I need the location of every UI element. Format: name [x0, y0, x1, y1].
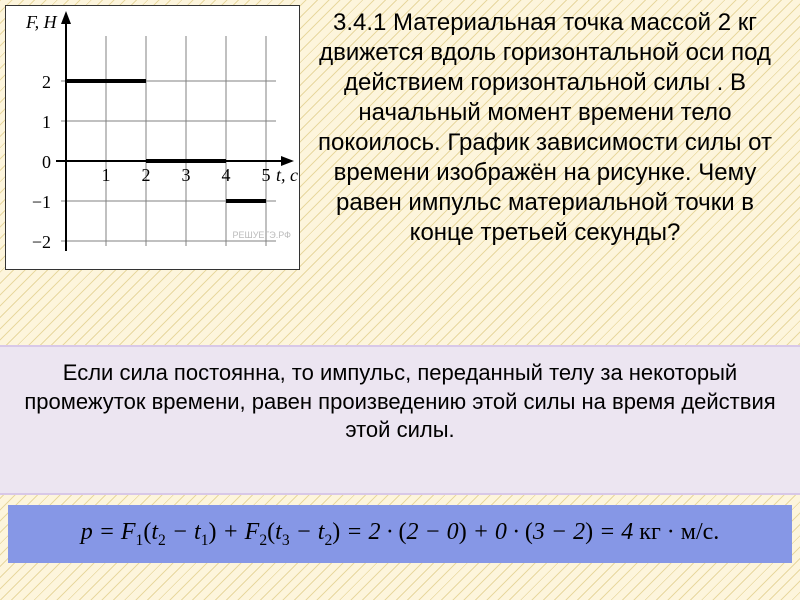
svg-text:0: 0	[42, 152, 51, 172]
formula-result: p = F1(t2 − t1) + F2(t3 − t2) = 2 · (2 −…	[8, 505, 792, 563]
svg-text:−2: −2	[32, 232, 51, 252]
svg-text:РЕШУЕГЭ.РФ: РЕШУЕГЭ.РФ	[232, 230, 291, 240]
svg-text:2: 2	[42, 72, 51, 92]
svg-text:−1: −1	[32, 192, 51, 212]
solution-explanation: Если сила постоянна, то импульс, передан…	[0, 345, 800, 495]
svg-text:4: 4	[222, 165, 231, 185]
svg-text:1: 1	[42, 112, 51, 132]
svg-text:5: 5	[262, 165, 271, 185]
top-section: 2 1 0 −1 −2 1 2 3 4 5 F, Н t, с РЕШУЕГЭ.…	[0, 0, 800, 345]
problem-statement: 3.4.1 Материальная точка массой 2 кг дви…	[300, 0, 800, 345]
svg-text:F, Н: F, Н	[25, 12, 58, 32]
svg-text:3: 3	[182, 165, 191, 185]
svg-text:1: 1	[102, 165, 111, 185]
graph-svg: 2 1 0 −1 −2 1 2 3 4 5 F, Н t, с РЕШУЕГЭ.…	[6, 6, 299, 269]
svg-text:2: 2	[142, 165, 151, 185]
svg-text:t, с: t, с	[276, 165, 298, 185]
force-time-graph: 2 1 0 −1 −2 1 2 3 4 5 F, Н t, с РЕШУЕГЭ.…	[5, 5, 300, 270]
